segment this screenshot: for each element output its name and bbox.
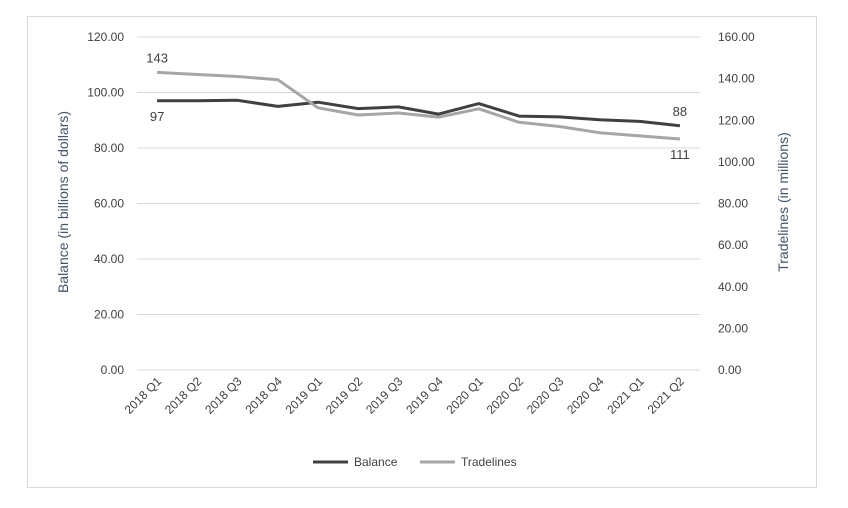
x-tick-label: 2020 Q2: [484, 374, 527, 417]
x-tick-label: 2019 Q4: [403, 374, 446, 417]
data-labels: 143 97 88 111: [146, 50, 690, 162]
x-tick-label: 2019 Q2: [323, 374, 366, 417]
y-left-tick-label: 80.00: [94, 141, 124, 155]
y-right-tick-label: 120.00: [718, 113, 755, 127]
data-label: 97: [150, 109, 164, 124]
series-lines: [157, 70, 681, 141]
legend: Balance Tradelines: [313, 455, 517, 469]
y-right-tick-label: 100.00: [718, 155, 755, 169]
series-line-balance: [157, 98, 681, 128]
x-tick-label: 2018 Q1: [122, 374, 165, 417]
series-line-tradelines: [157, 70, 681, 141]
x-tick-label: 2021 Q2: [645, 374, 688, 417]
left-axis-ticks: 0.00 20.00 40.00 60.00 80.00 100.00 120.00: [87, 30, 124, 377]
y-right-tick-label: 80.00: [718, 197, 748, 211]
x-tick-label: 2018 Q4: [242, 374, 285, 417]
x-tick-label: 2019 Q1: [283, 374, 326, 417]
y-right-tick-label: 160.00: [718, 30, 755, 44]
y-right-tick-label: 60.00: [718, 238, 748, 252]
x-tick-label: 2020 Q1: [443, 374, 486, 417]
x-tick-label: 2018 Q3: [202, 374, 245, 417]
x-tick-label: 2020 Q3: [524, 374, 567, 417]
y-right-tick-label: 40.00: [718, 280, 748, 294]
y-right-tick-label: 20.00: [718, 321, 748, 335]
y-right-tick-label: 0.00: [718, 363, 742, 377]
data-label: 88: [673, 104, 687, 119]
y-axis-left-title: Balance (in billions of dollars): [55, 111, 71, 293]
legend-balance-label: Balance: [354, 455, 398, 469]
x-tick-label: 2020 Q4: [564, 374, 607, 417]
y-left-tick-label: 100.00: [87, 86, 124, 100]
chart-frame: [27, 16, 817, 488]
y-left-tick-label: 0.00: [101, 363, 125, 377]
y-left-tick-label: 60.00: [94, 197, 124, 211]
y-left-tick-label: 20.00: [94, 308, 124, 322]
x-tick-label: 2019 Q3: [363, 374, 406, 417]
legend-tradelines-label: Tradelines: [461, 455, 517, 469]
y-left-tick-label: 40.00: [94, 252, 124, 266]
y-right-tick-label: 140.00: [718, 72, 755, 86]
data-label: 111: [670, 147, 690, 162]
right-axis-ticks: 0.00 20.00 40.00 60.00 80.00 100.00 120.00 140.…: [718, 30, 755, 377]
y-left-tick-label: 120.00: [87, 30, 124, 44]
data-label: 143: [146, 50, 168, 65]
gridlines: [137, 36, 700, 371]
x-tick-label: 2021 Q1: [604, 374, 647, 417]
y-axis-right-title: Tradelines (in millions): [775, 132, 791, 272]
x-tick-label: 2018 Q2: [162, 374, 205, 417]
